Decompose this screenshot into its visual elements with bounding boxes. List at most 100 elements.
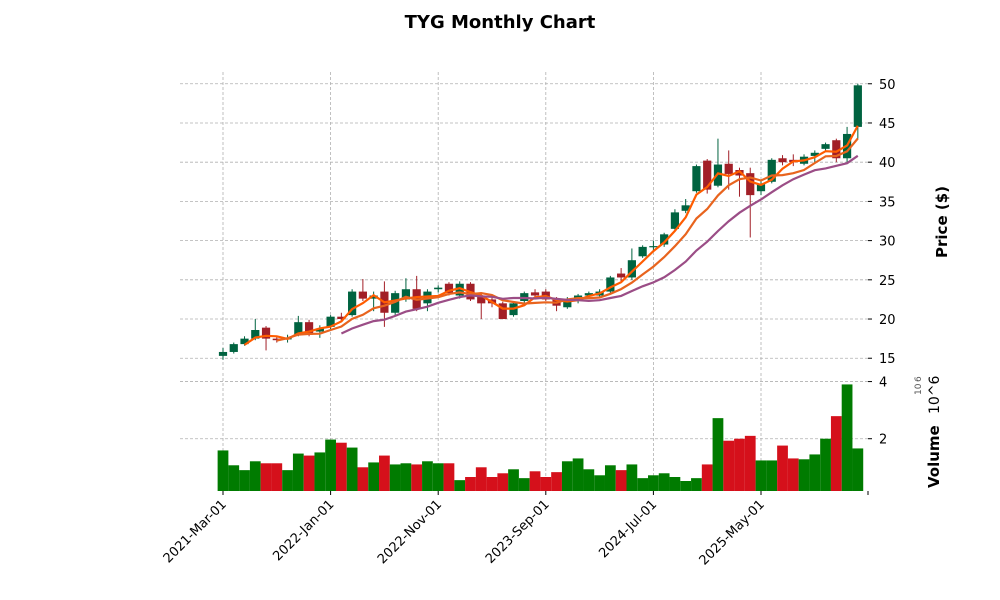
volume-bar [604, 465, 616, 491]
x-tick-label: 2025-May-01 [697, 497, 768, 568]
volume-bar [669, 477, 681, 491]
volume-bar [561, 461, 573, 491]
volume-bar [820, 438, 831, 491]
candle-up [251, 330, 260, 339]
volume-bar [486, 477, 498, 491]
volume-exponent-power: 6 [914, 376, 924, 382]
volume-tick-label: 4 [879, 376, 887, 391]
candle-down [272, 338, 281, 341]
volume-bar [217, 450, 229, 491]
candle-up [229, 344, 238, 352]
volume-bar [389, 464, 401, 491]
volume-bar [809, 454, 821, 491]
volume-bar [529, 471, 541, 491]
candle-up [767, 159, 776, 182]
volume-exponent-label: 10^6 [927, 375, 943, 414]
price-axis-label: Price ($) [933, 186, 951, 258]
candle-down [358, 291, 367, 299]
volume-bar [314, 452, 326, 491]
candle-up [218, 351, 228, 356]
candle-up [660, 234, 669, 245]
candle-down [444, 283, 454, 294]
volume-bar [454, 480, 466, 491]
price-tick-label: 40 [879, 156, 896, 171]
candle-up [294, 322, 303, 335]
volume-bar [443, 463, 455, 491]
chart-title: TYG Monthly Chart [405, 12, 596, 33]
volume-bar [691, 478, 702, 491]
volume-axis-label: Volume [925, 425, 943, 488]
volume-bar [583, 469, 595, 491]
candle-down [304, 322, 314, 335]
volume-bar [841, 384, 853, 491]
candle-up [810, 152, 819, 156]
price-tick-label: 45 [879, 117, 896, 132]
price-tick-label: 20 [879, 313, 896, 328]
moving-average-12-line [340, 154, 859, 335]
volume-bar [723, 440, 735, 491]
x-tick-label: 2022-Jan-01 [270, 497, 337, 564]
candle-down [724, 163, 733, 174]
volume-bar [830, 416, 842, 491]
volume-bar [228, 465, 240, 491]
candle-down [617, 273, 626, 278]
candle-down [703, 160, 712, 190]
x-tick-label: 2022-Nov-01 [375, 497, 445, 567]
volume-bar [852, 448, 864, 491]
volume-bar [335, 442, 347, 491]
volume-bar [701, 464, 713, 491]
volume-bar [637, 478, 649, 491]
volume-bar [508, 469, 519, 491]
volume-bar [798, 459, 810, 491]
price-tick-label: 30 [879, 235, 896, 250]
volume-bar [465, 477, 476, 491]
volume-bar [572, 458, 584, 491]
price-tick-label: 35 [879, 195, 896, 210]
candle-up [638, 246, 647, 257]
volume-bar [766, 460, 778, 491]
volume-bar [551, 472, 562, 491]
candle-up [434, 287, 443, 290]
volume-bar [357, 467, 369, 491]
candle-up [401, 289, 411, 300]
candle-down [498, 303, 507, 320]
candle-up [584, 293, 593, 296]
volume-bar [303, 455, 315, 491]
volume-bar [497, 473, 509, 491]
candle-up [670, 212, 680, 229]
price-tick-label: 50 [879, 78, 896, 93]
volume-bar [260, 463, 272, 491]
candle-up [563, 299, 572, 308]
volume-bar [648, 475, 659, 491]
candle-up [756, 184, 766, 192]
candle-down [778, 158, 787, 163]
volume-bar [400, 463, 412, 491]
volume-bar [432, 463, 444, 491]
candle-up [315, 328, 324, 332]
volume-bar [615, 470, 627, 491]
volume-bar [734, 438, 745, 491]
volume-bar [518, 478, 530, 491]
volume-bar [594, 475, 605, 491]
volume-exponent-base: 10 [914, 383, 924, 395]
volume-bar [744, 435, 756, 491]
x-tick-label: 2021-Mar-01 [161, 497, 230, 566]
candle-up [821, 144, 830, 149]
volume-bar [249, 461, 261, 491]
candle-up [692, 166, 701, 192]
candle-up [455, 283, 464, 296]
volume-exponent: 10^6 10 6 [914, 375, 943, 414]
candle-down [477, 295, 486, 304]
candle-down [746, 173, 755, 196]
volume-bar [346, 447, 358, 491]
volume-bar [368, 462, 380, 491]
volume-tick-label: 2 [879, 433, 887, 448]
volume-bar [787, 458, 799, 491]
volume-bar [379, 455, 390, 491]
x-tick-label: 2023-Sep-01 [483, 497, 553, 567]
volume-bar [411, 464, 423, 491]
volume-bar [271, 463, 283, 491]
candle-down [261, 327, 271, 339]
